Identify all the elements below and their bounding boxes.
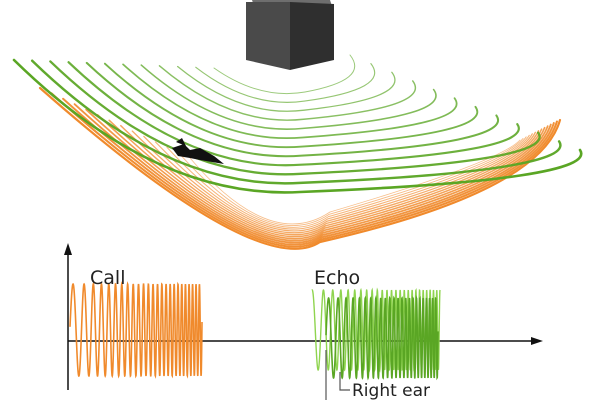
echo-wave-arc — [158, 65, 417, 121]
call-wave-arc — [50, 92, 558, 248]
call-label: Call — [90, 267, 125, 289]
cube-side-face — [290, 2, 334, 70]
call-wave-arc — [120, 124, 540, 236]
echo-wave-arc — [176, 65, 396, 112]
bat-icon — [172, 138, 224, 164]
y-axis-arrow — [64, 243, 72, 255]
echo-wave-arcs — [12, 54, 583, 194]
right-ear-label: Right ear — [352, 381, 430, 400]
echo-wave-arc — [67, 61, 520, 167]
call-wave-arc — [131, 130, 537, 234]
echo-wave-arc — [122, 63, 458, 139]
echo-wave-arc — [213, 54, 356, 95]
echo-wave-arc — [85, 61, 499, 158]
call-wave-arc — [62, 97, 555, 246]
echo-wave-arc — [12, 58, 583, 194]
echo-wave-arc — [49, 60, 541, 176]
echo-label: Echo — [314, 267, 360, 289]
waveform-axes — [64, 243, 543, 390]
call-wave-arcs — [38, 86, 562, 250]
x-axis-arrow — [531, 337, 543, 345]
cube-icon — [246, 0, 334, 70]
right-ear-marker — [325, 350, 350, 400]
call-wave-arc — [166, 136, 527, 228]
call-wave-arc — [154, 134, 530, 230]
call-wave-arc — [143, 133, 533, 232]
echo-wave-arc — [103, 62, 479, 149]
echo-wave-arc — [140, 64, 437, 130]
call-wave-arc — [108, 119, 543, 238]
call-wave-arc — [73, 103, 552, 244]
call-wave-arc — [38, 86, 562, 250]
cube-front-face — [246, 2, 290, 70]
echo-wave-arc — [30, 59, 562, 185]
call-wave-arc — [85, 108, 549, 242]
call-wave-arc — [96, 114, 546, 240]
echo-wave-arc — [195, 63, 376, 103]
call-waveform — [69, 281, 203, 379]
echo-waveform-right-ear — [325, 294, 439, 381]
